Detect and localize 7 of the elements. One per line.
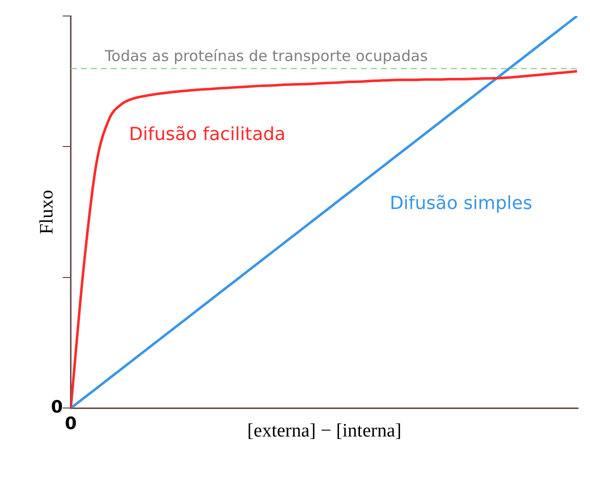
series-label: Difusão facilitada xyxy=(129,124,286,145)
y-axis-title: Fluxo xyxy=(36,190,58,234)
series-label: Difusão simples xyxy=(390,192,532,214)
x-axis-title: [externa] − [interna] xyxy=(247,420,402,442)
text: 0 xyxy=(50,398,63,418)
ref-line-label: Todas as proteínas de transporte ocupadas xyxy=(104,46,428,65)
text: 0 xyxy=(64,414,77,434)
